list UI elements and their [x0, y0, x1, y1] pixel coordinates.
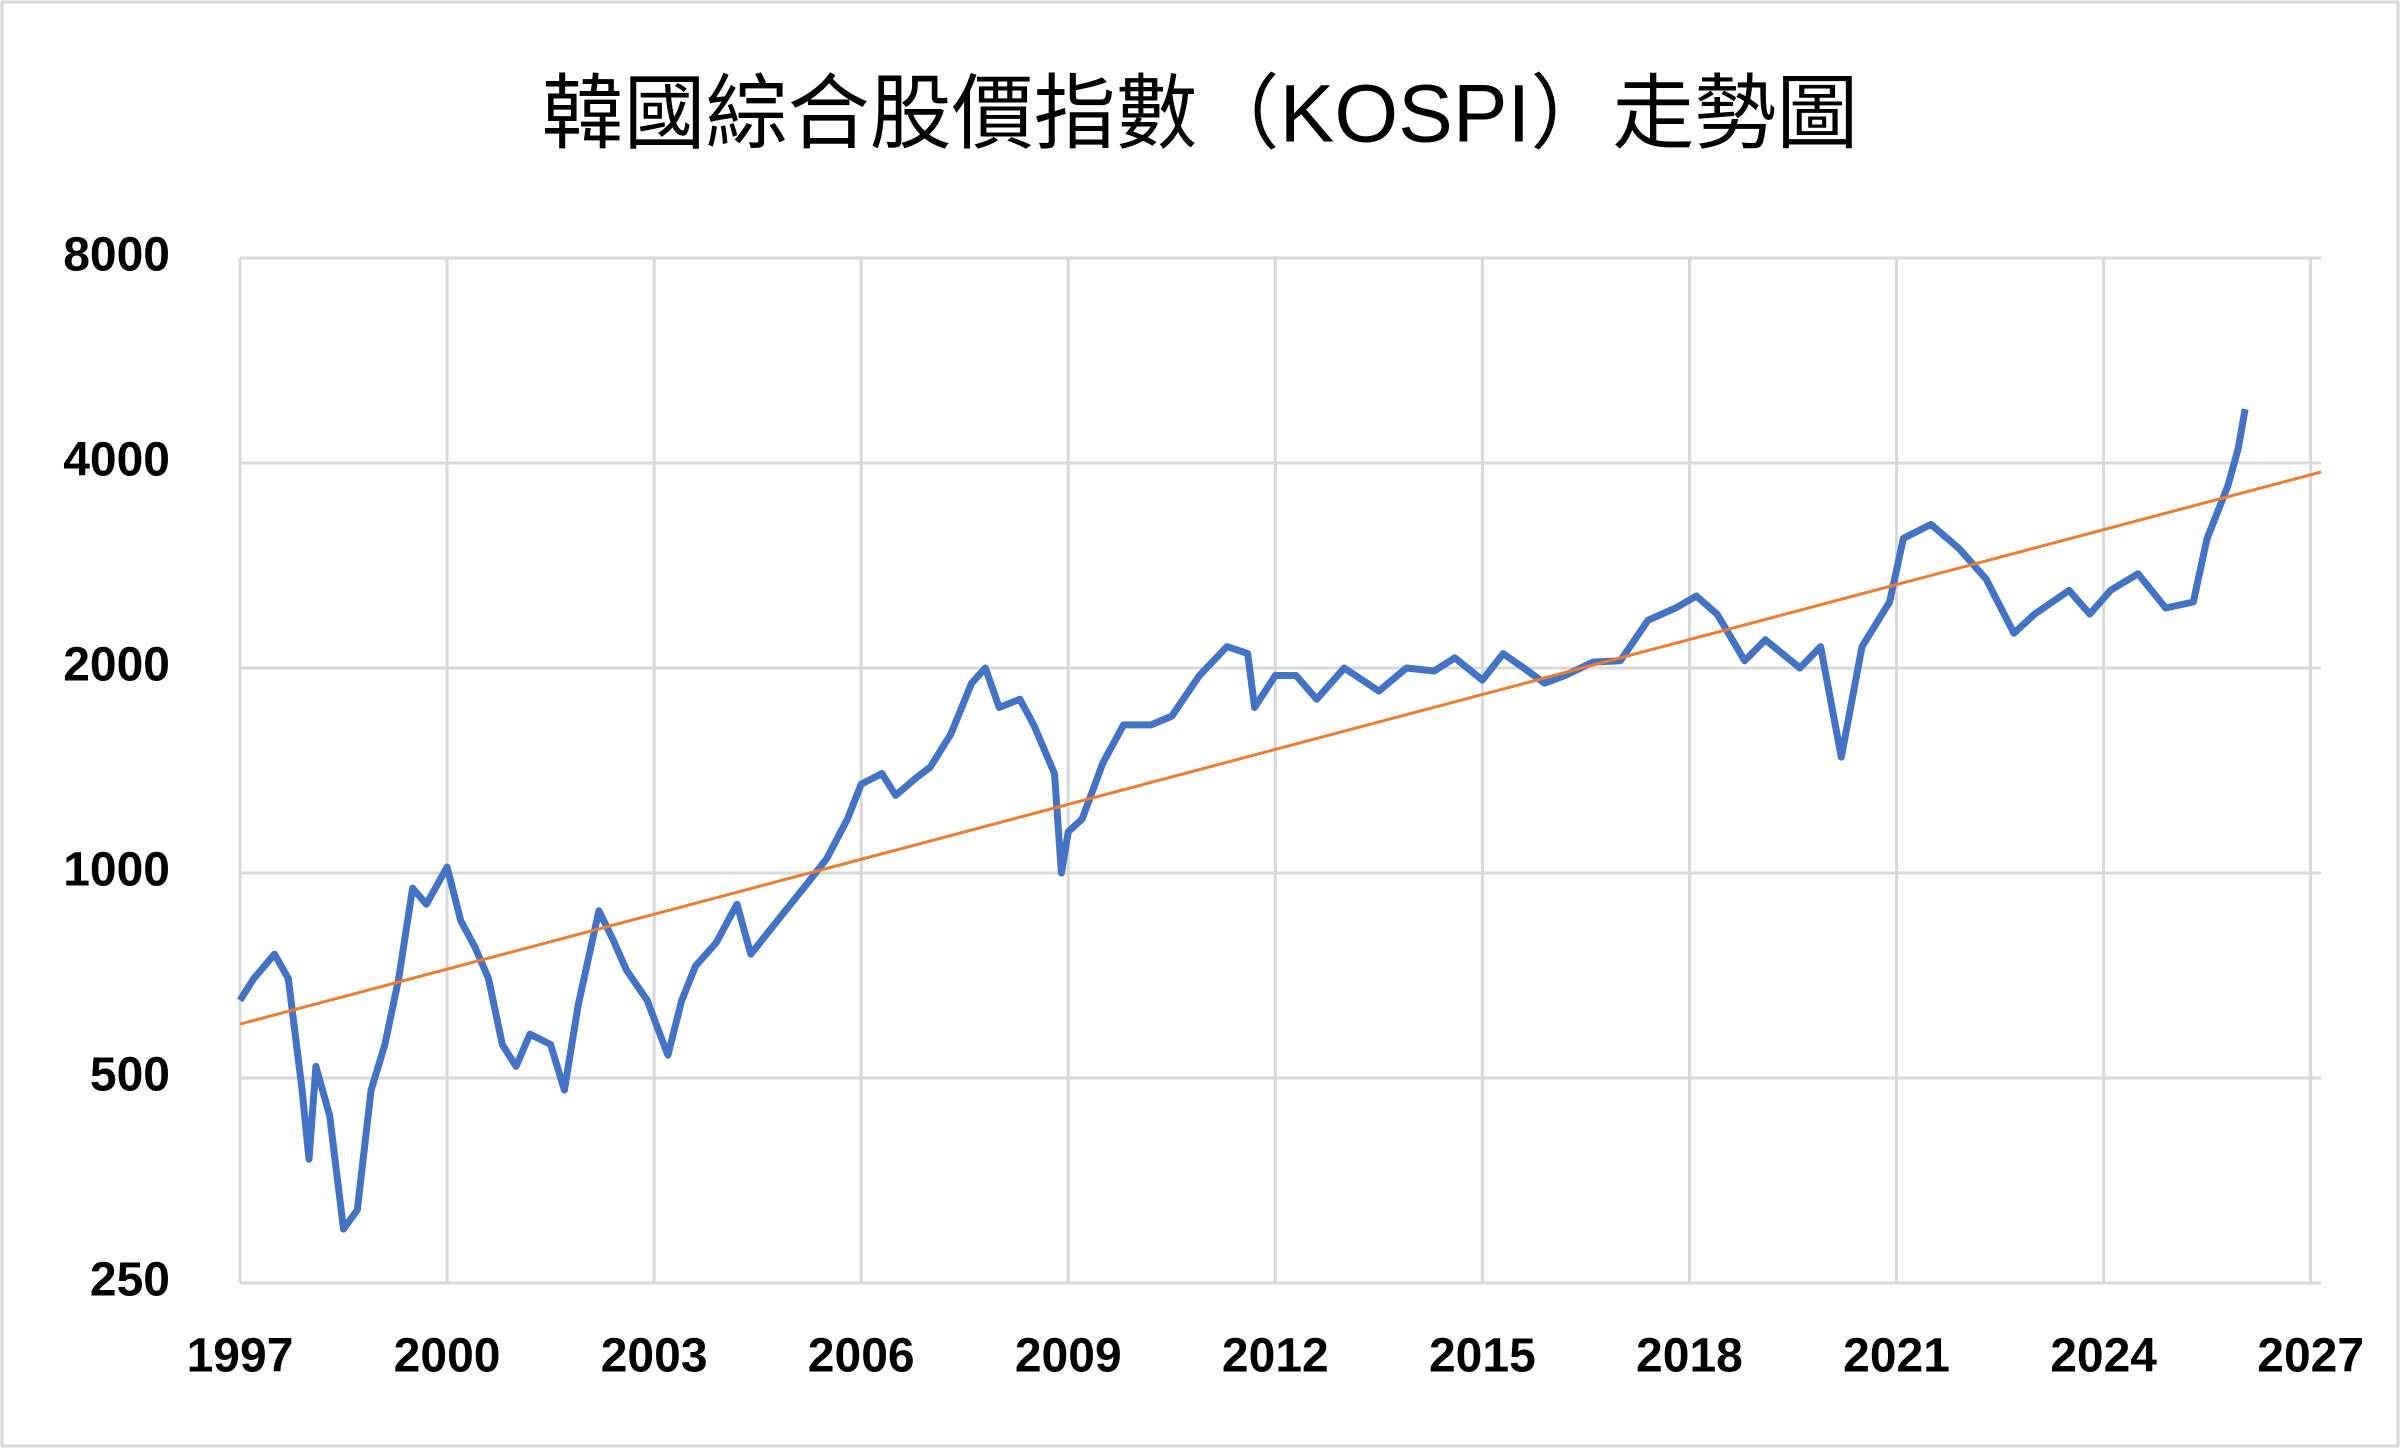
x-tick-label: 2018: [1636, 1330, 1743, 1383]
x-tick-label: 2003: [601, 1330, 708, 1383]
y-tick-label: 500: [90, 1049, 170, 1102]
x-tick-label: 2021: [1843, 1330, 1950, 1383]
x-tick-label: 2024: [2050, 1330, 2157, 1383]
y-tick-label: 8000: [63, 229, 170, 282]
chart-title: 韓國綜合股價指數（KOSPI）走勢圖: [542, 69, 1859, 160]
x-tick-label: 2000: [394, 1330, 501, 1383]
x-tick-label: 2027: [2257, 1330, 2364, 1383]
series-line: [237, 408, 2249, 1233]
y-tick-label: 2000: [63, 639, 170, 692]
x-tick-label: 2009: [1015, 1330, 1122, 1383]
series-line: [239, 470, 2322, 1026]
y-tick-label: 4000: [63, 434, 170, 487]
x-tick-label: 2012: [1222, 1330, 1329, 1383]
x-tick-label: 2006: [808, 1330, 915, 1383]
x-tick-label: 1997: [187, 1330, 294, 1383]
y-tick-label: 1000: [63, 844, 170, 897]
x-tick-label: 2015: [1429, 1330, 1536, 1383]
y-tick-label: 250: [90, 1254, 170, 1307]
